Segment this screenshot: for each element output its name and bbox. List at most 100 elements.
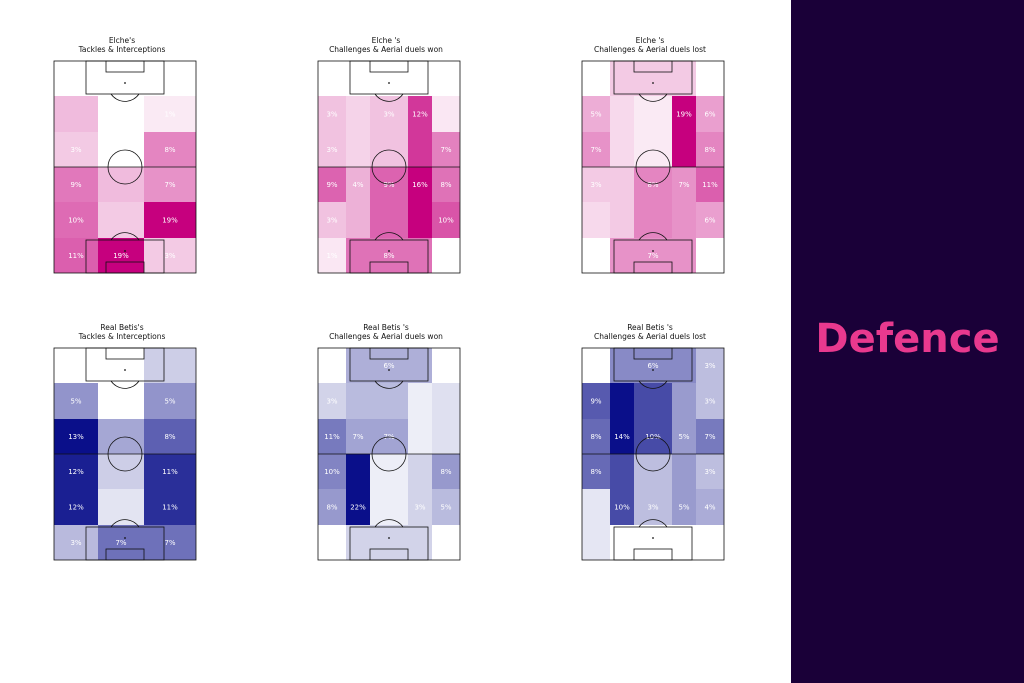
pitch-heatmap: 0% 0% 5% 0% 5% 13% 8% 12% 11% 12% 11% 3% 7% 7% [53, 347, 197, 561]
heatmap-cell [346, 489, 370, 525]
cell-value-label: 19% [676, 111, 692, 119]
cell-value-label: 0% [115, 362, 126, 370]
heatmap-cell [582, 489, 610, 525]
heatmap-cell [144, 383, 196, 419]
cell-value-label: 6% [647, 362, 658, 370]
top-six-yard-box [369, 60, 409, 73]
heatmap-cell [696, 489, 724, 525]
cell-value-label: 7% [164, 181, 175, 189]
side-panel: Defence [791, 0, 1024, 683]
heatmap-cell [672, 202, 696, 238]
section-title: Defence [815, 316, 1000, 362]
heatmap-cell [634, 454, 672, 489]
heatmap-cell [582, 348, 610, 383]
heatmap-cell [370, 61, 408, 96]
cell-value-label: 12% [68, 468, 84, 476]
heatmap-cell [318, 454, 346, 489]
top-six-yard-box [105, 347, 145, 360]
heatmap-cell [432, 419, 460, 454]
center-circle [635, 436, 671, 472]
chart-title-team: Elche 's [635, 36, 665, 45]
heatmap-cell [634, 489, 672, 525]
cell-value-label: 4% [352, 181, 363, 189]
heatmap-cell [318, 489, 346, 525]
cell-value-label: 0% [164, 75, 175, 83]
heatmap-cell [696, 202, 724, 238]
heatmap-cell [634, 202, 672, 238]
heatmap-cell [144, 454, 196, 489]
heatmap-cell [610, 238, 634, 273]
heatmap-cell [432, 167, 460, 202]
cell-value-label: 8% [164, 433, 175, 441]
chart-title-metric: Challenges & Aerial duels won [329, 332, 443, 341]
heatmap-cell [98, 96, 144, 132]
cell-value-label: 5% [590, 111, 601, 119]
heatmap-cell [582, 167, 610, 202]
cell-value-label: 13% [68, 433, 84, 441]
heatmap-cell [672, 348, 696, 383]
heatmap-cell [672, 96, 696, 132]
bottom-penalty-arc [374, 232, 404, 241]
cell-value-label: 7% [647, 252, 658, 260]
heatmap-cell [54, 238, 98, 273]
cell-value-label: 0% [115, 75, 126, 83]
top-six-yard-box [633, 60, 673, 73]
center-circle [107, 436, 143, 472]
cell-value-label: 7% [704, 433, 715, 441]
cell-value-label: 6% [383, 362, 394, 370]
heatmap-cell [318, 202, 346, 238]
heatmap-cell [408, 96, 432, 132]
cell-value-label: 0% [440, 75, 451, 83]
cell-value-label: 3% [590, 181, 601, 189]
cell-value-label: 11% [162, 504, 178, 512]
chart-title-team: Real Betis's [100, 323, 144, 332]
chart-title-metric: Challenges & Aerial duels lost [594, 45, 706, 54]
heatmap-cell [370, 96, 408, 132]
top-penalty-arc [110, 93, 140, 102]
heatmap-cell [144, 61, 196, 96]
bottom-penalty-arc [110, 519, 140, 528]
heatmap-cell [98, 454, 144, 489]
cell-value-label: 3% [414, 504, 425, 512]
top-penalty-arc [638, 93, 668, 102]
cell-value-label: 19% [113, 252, 129, 260]
heatmap-cell [582, 419, 610, 454]
cell-value-label: 5% [440, 504, 451, 512]
center-circle [371, 149, 407, 185]
cell-value-label: 0% [70, 362, 81, 370]
cell-value-label: 0% [704, 252, 715, 260]
cell-value-label: 10% [438, 217, 454, 225]
chart-title: Real Betis's Tackles & Interceptions [2, 323, 242, 341]
cell-value-label: 5% [70, 398, 81, 406]
heatmap-cell [672, 454, 696, 489]
cell-value-label: 0% [440, 362, 451, 370]
heatmap-cell [432, 348, 460, 383]
heatmap-cell [98, 419, 144, 454]
heatmap-cell [346, 419, 370, 454]
cell-value-label: 8% [704, 146, 715, 154]
heatmap-cell [672, 525, 696, 560]
heatmap-cell [98, 202, 144, 238]
heatmap-cell [370, 132, 408, 167]
heatmap-cell [370, 383, 408, 419]
heatmap-cell [696, 132, 724, 167]
cell-value-label: 7% [115, 539, 126, 547]
cell-value-label: 9% [326, 181, 337, 189]
cell-value-label: 3% [164, 252, 175, 260]
heatmap-cell [346, 96, 370, 132]
cell-value-label: 0% [704, 75, 715, 83]
heatmap-cell [610, 96, 634, 132]
cell-value-label: 3% [704, 468, 715, 476]
bottom-six-yard-box [369, 548, 409, 561]
heatmap-cell [696, 96, 724, 132]
bottom-six-yard-box [633, 261, 673, 274]
cell-value-label: 8% [440, 181, 451, 189]
cell-value-label: 3% [70, 539, 81, 547]
bottom-six-yard-box [105, 548, 145, 561]
heatmap-cell [582, 454, 610, 489]
top-penalty-arc [110, 380, 140, 389]
heatmap-cell [408, 383, 432, 419]
heatmap-cell [672, 419, 696, 454]
bottom-penalty-spot [388, 250, 390, 252]
heatmap-cell [432, 238, 460, 273]
